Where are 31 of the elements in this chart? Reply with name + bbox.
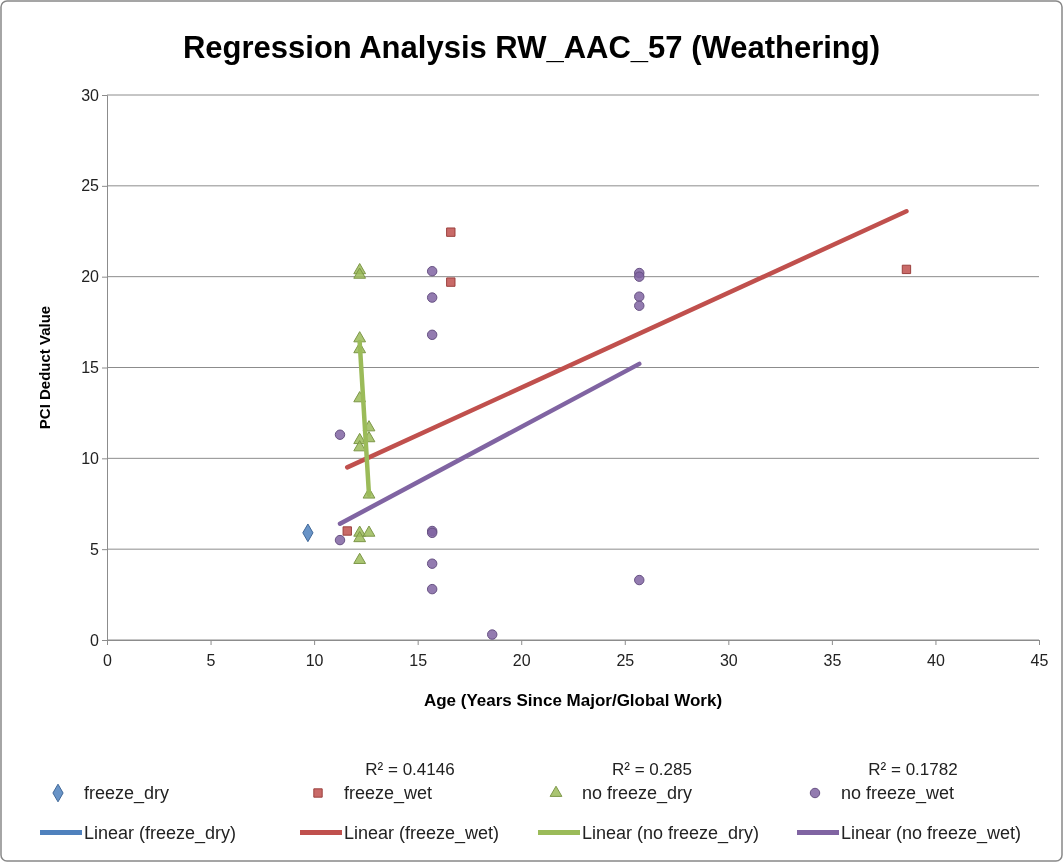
x-tick-label: 25 — [616, 651, 635, 669]
legend-label: Linear (no freeze_wet) — [841, 823, 1022, 844]
legend-label: freeze_wet — [344, 783, 433, 804]
text: R² = 0.285 — [612, 760, 692, 779]
y-tick-label: 15 — [81, 359, 100, 377]
legend-label: Linear (freeze_dry) — [84, 823, 237, 844]
legend-label: Linear (no freeze_dry) — [582, 823, 760, 844]
x-tick-label: 20 — [512, 651, 531, 669]
legend-label: freeze_dry — [84, 783, 170, 804]
x-tick-label: 10 — [305, 651, 324, 669]
y-tick-label: 10 — [81, 449, 100, 467]
legend-label: no freeze_dry — [582, 783, 693, 804]
x-tick-label: 15 — [409, 651, 428, 669]
x-tick-label: 35 — [823, 651, 842, 669]
x-tick-label: 45 — [1030, 651, 1049, 669]
x-tick-label: 40 — [927, 651, 945, 669]
legend-label: no freeze_wet — [841, 783, 955, 804]
x-axis-title: Age (Years Since Major/Global Work) — [423, 691, 723, 710]
x-tick-label: 30 — [719, 651, 738, 669]
x-tick-label: 0 — [103, 651, 113, 669]
chart-title: Regression Analysis RW_AAC_57 (Weathering) — [182, 30, 881, 65]
legend-label: Linear (freeze_wet) — [344, 823, 500, 844]
y-tick-label: 0 — [90, 631, 100, 649]
x-tick-label: 5 — [206, 651, 216, 669]
y-tick-label: 5 — [90, 540, 100, 558]
y-tick-label: 30 — [81, 86, 100, 104]
text: R² = 0.1782 — [868, 760, 958, 779]
text: R² = 0.4146 — [365, 760, 455, 779]
y-tick-label: 20 — [81, 268, 100, 286]
y-axis-title: PCI Deduct Value — [36, 305, 53, 430]
y-tick-label: 25 — [81, 177, 100, 195]
